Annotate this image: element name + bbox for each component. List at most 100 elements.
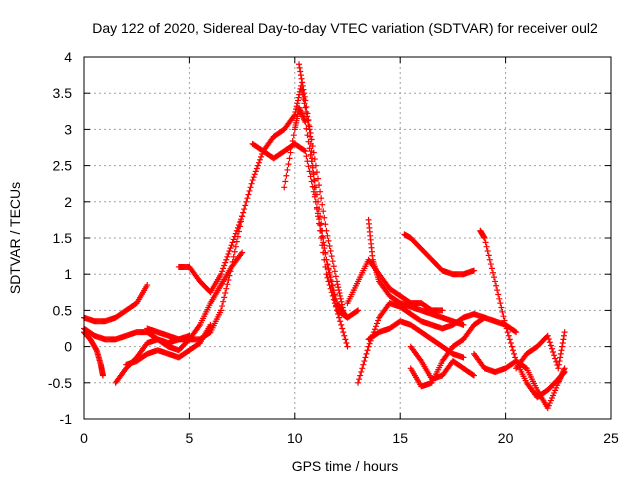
data-point xyxy=(310,149,317,156)
data-point xyxy=(227,245,234,252)
series-arc-19 xyxy=(470,350,568,412)
data-point xyxy=(326,271,333,278)
data-point xyxy=(556,358,563,365)
data-point xyxy=(439,307,446,314)
data-point xyxy=(231,248,238,255)
series-arc-11 xyxy=(344,256,446,314)
data-point xyxy=(257,156,264,163)
data-point xyxy=(513,329,520,336)
data-point xyxy=(498,304,505,311)
data-point xyxy=(481,235,488,241)
y-axis-title: SDTVAR / TECUs xyxy=(7,182,23,294)
data-point xyxy=(502,321,509,328)
data-point xyxy=(335,287,342,294)
x-tick-label: 5 xyxy=(186,430,194,446)
data-point xyxy=(560,332,567,339)
data-point xyxy=(557,354,564,361)
data-point xyxy=(358,368,365,375)
data-point xyxy=(329,258,336,265)
data-point xyxy=(501,317,508,324)
data-point xyxy=(330,292,337,299)
data-point xyxy=(340,307,347,314)
data-point xyxy=(251,171,258,178)
y-tick-label: 3 xyxy=(64,121,72,137)
data-point xyxy=(307,173,314,180)
data-point xyxy=(363,350,370,357)
data-point xyxy=(303,103,310,110)
data-point xyxy=(555,361,562,368)
data-point xyxy=(496,295,503,302)
data-point xyxy=(221,294,228,301)
data-point xyxy=(560,336,567,343)
data-point xyxy=(332,302,339,309)
data-point xyxy=(561,365,568,372)
data-point xyxy=(320,235,327,241)
data-point xyxy=(324,261,331,268)
data-point xyxy=(341,332,348,339)
data-point xyxy=(99,372,106,379)
data-point xyxy=(218,307,225,314)
data-point xyxy=(374,320,381,327)
data-point xyxy=(228,242,235,249)
data-point xyxy=(545,335,552,342)
data-point xyxy=(308,136,315,143)
y-tick-label: 0.5 xyxy=(53,302,73,318)
data-point xyxy=(302,97,309,104)
data-point xyxy=(326,242,333,249)
data-point xyxy=(317,213,324,220)
data-point xyxy=(319,233,326,240)
data-point xyxy=(305,116,312,123)
data-point xyxy=(226,248,233,255)
series-arc-9 xyxy=(281,104,351,350)
data-point xyxy=(334,281,341,288)
data-point xyxy=(361,358,368,365)
data-point xyxy=(303,153,310,160)
data-point xyxy=(507,339,514,346)
data-point xyxy=(323,256,330,263)
data-point xyxy=(494,287,501,294)
data-point xyxy=(339,304,346,311)
data-point xyxy=(508,343,515,350)
series-arc-20 xyxy=(513,329,568,372)
data-point xyxy=(229,239,236,246)
data-point xyxy=(375,317,382,324)
data-point xyxy=(248,180,255,187)
data-point xyxy=(309,143,316,150)
data-point xyxy=(235,221,242,228)
data-point xyxy=(328,282,335,289)
data-point xyxy=(558,347,565,354)
data-point xyxy=(246,187,253,194)
data-point xyxy=(486,256,493,263)
data-point xyxy=(550,349,557,356)
data-point xyxy=(365,343,372,350)
data-point xyxy=(301,147,308,154)
axis-ticks xyxy=(83,56,612,420)
y-tick-label: 1 xyxy=(64,266,72,282)
data-point xyxy=(505,332,512,339)
data-point xyxy=(546,339,553,346)
data-point xyxy=(229,258,236,265)
data-point xyxy=(297,68,304,75)
y-tick-label: 4 xyxy=(64,49,72,65)
data-point xyxy=(294,97,301,104)
x-axis-title: GPS time / hours xyxy=(292,458,399,474)
data-point xyxy=(219,268,226,275)
data-point xyxy=(223,256,230,263)
data-point xyxy=(301,100,308,107)
data-point xyxy=(219,303,226,310)
data-point xyxy=(222,259,229,266)
data-point xyxy=(335,284,342,291)
data-point xyxy=(561,329,568,336)
plot-frame xyxy=(83,56,612,420)
data-point xyxy=(224,253,231,260)
data-point xyxy=(297,72,304,79)
data-point xyxy=(241,206,248,213)
series-arc-10 xyxy=(296,61,347,314)
data-point xyxy=(559,343,566,350)
axis-tick-labels: 0 5 10 15 20 25 -1 -0.5 0 0.5 1 1.5 2 2.5 3 3.5 4 xyxy=(48,49,619,446)
data-point xyxy=(318,220,325,227)
data-point xyxy=(302,119,309,126)
data-point xyxy=(483,243,490,250)
data-point xyxy=(336,314,343,321)
data-points xyxy=(81,61,568,412)
